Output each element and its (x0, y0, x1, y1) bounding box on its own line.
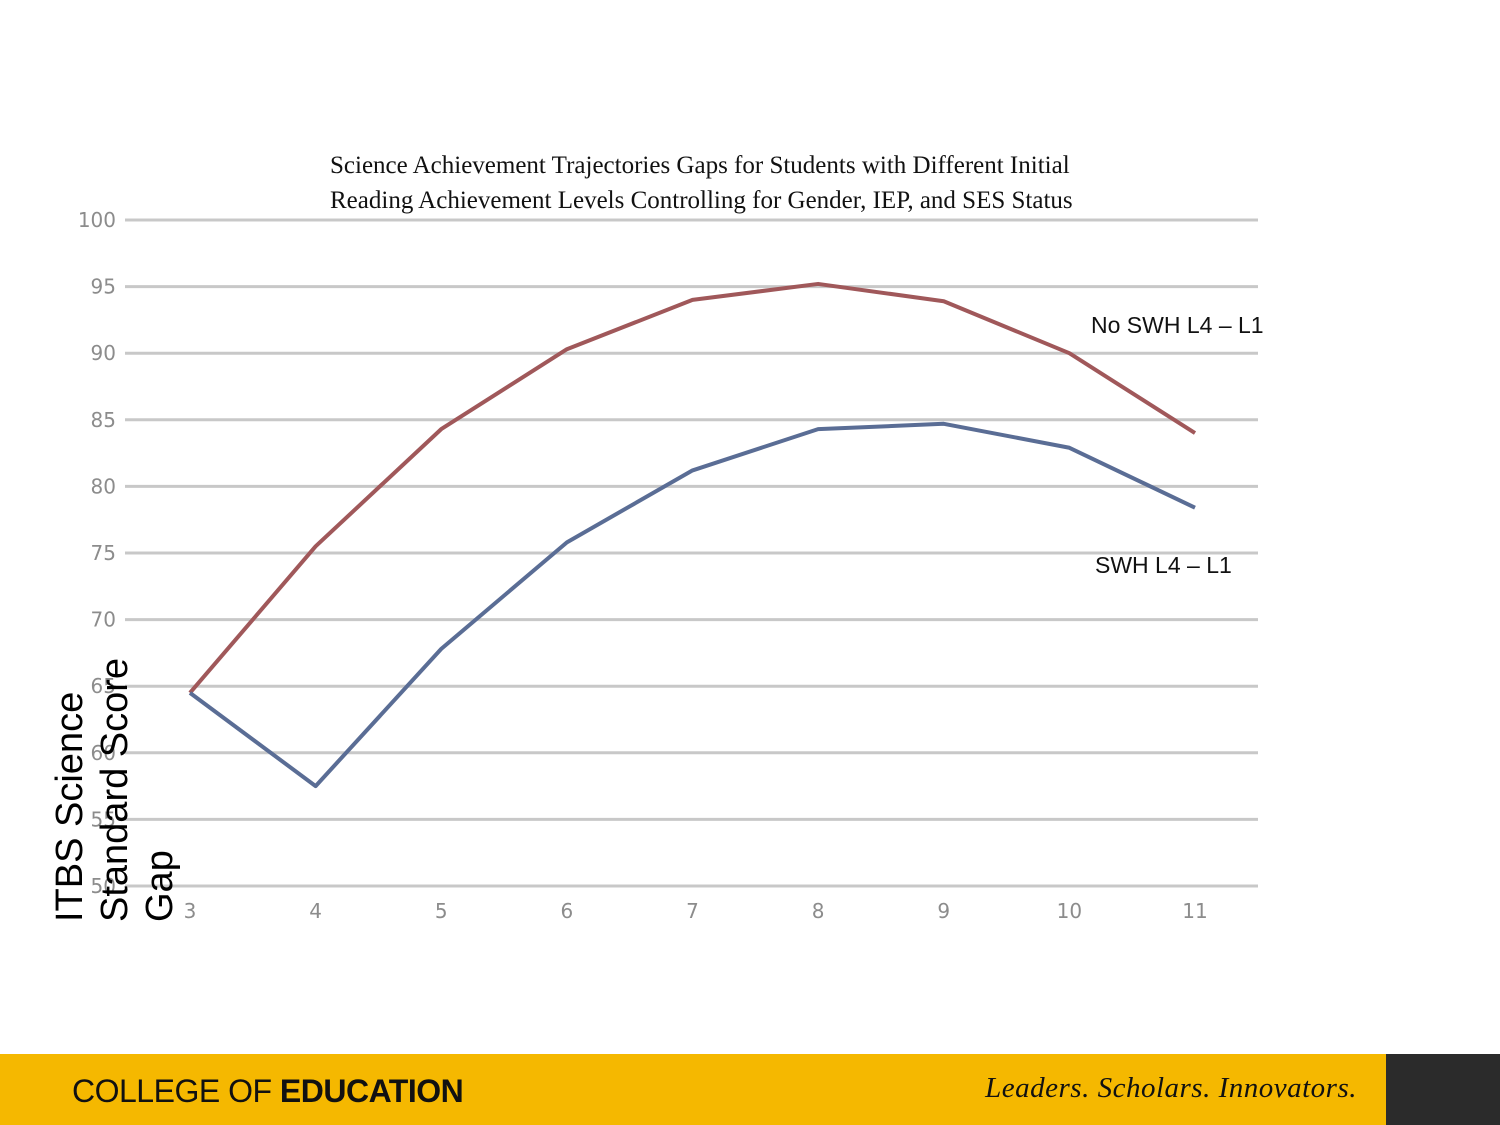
y-tick-label: 70 (91, 608, 116, 632)
x-tick-label: 9 (937, 899, 950, 923)
footer-dark-block (1386, 1054, 1500, 1125)
y-tick-labels: 50 55 60 65 70 75 80 85 90 95 100 (78, 208, 116, 898)
y-tick-label: 55 (91, 807, 116, 831)
series-line-swh (188, 421, 1196, 789)
line-chart: 50 55 60 65 70 75 80 85 90 95 100 3 4 5 6 7 8 9 10 11 (78, 208, 1258, 923)
chart-title-line-1: Science Achievement Trajectories Gaps fo… (330, 152, 1070, 179)
y-tick-label: 90 (91, 341, 116, 365)
chart-title: Science Achievement Trajectories Gaps fo… (330, 148, 1230, 218)
x-tick-label: 11 (1182, 899, 1207, 923)
brand-bold: EDUCATION (279, 1073, 464, 1109)
y-axis-title-line-3: Gap (139, 850, 181, 922)
y-tick-label: 80 (91, 474, 116, 498)
x-tick-labels: 3 4 5 6 7 8 9 10 11 (184, 899, 1208, 923)
series-line-no-swh (188, 281, 1197, 695)
y-tick-label: 60 (91, 741, 116, 765)
y-tick-label: 50 (91, 874, 116, 898)
x-tick-label: 5 (435, 899, 448, 923)
y-tick-label: 100 (78, 208, 116, 232)
grid (125, 218, 1258, 888)
x-tick-label: 3 (184, 899, 197, 923)
y-tick-label: 65 (91, 674, 116, 698)
y-axis-title-line-2: Standard Score (94, 657, 136, 922)
y-tick-label: 85 (91, 408, 116, 432)
x-tick-label: 7 (686, 899, 699, 923)
series-label-no-swh: No SWH L4 – L1 (1091, 312, 1264, 338)
chart-title-line-2: Reading Achievement Levels Controlling f… (330, 187, 1073, 214)
y-tick-label: 75 (91, 541, 116, 565)
x-tick-label: 10 (1057, 899, 1082, 923)
footer-bar (0, 1054, 1386, 1125)
x-tick-label: 8 (812, 899, 825, 923)
y-axis-title: ITBS Science Standard Score Gap (48, 622, 183, 922)
x-tick-label: 4 (309, 899, 322, 923)
y-axis-title-line-1: ITBS Science (49, 691, 91, 922)
x-tick-label: 6 (561, 899, 574, 923)
y-tick-label: 95 (91, 275, 116, 299)
college-logo-text: COLLEGE OF EDUCATION (72, 1073, 464, 1110)
brand-light: COLLEGE OF (72, 1073, 280, 1109)
tagline: Leaders. Scholars. Innovators. (985, 1072, 1357, 1104)
series-lines (188, 281, 1197, 789)
series-label-swh: SWH L4 – L1 (1095, 552, 1232, 578)
